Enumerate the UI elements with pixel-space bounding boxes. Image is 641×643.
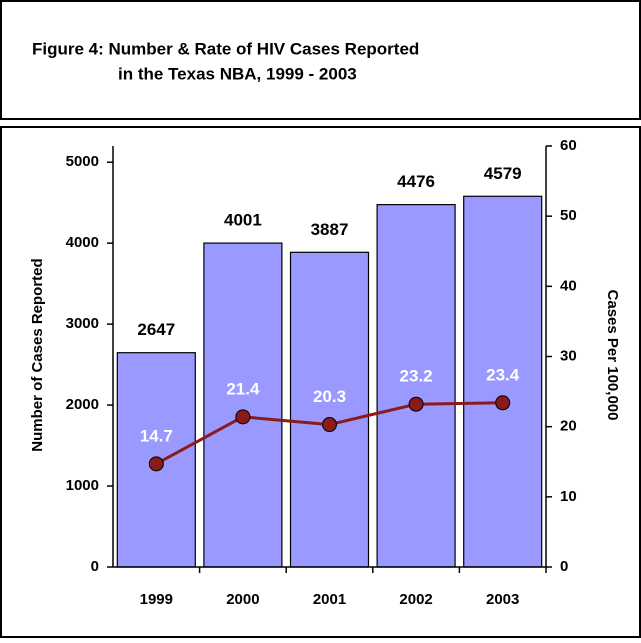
bar — [463, 195, 543, 568]
y-tick-label: 2000 — [66, 396, 99, 413]
bar — [116, 352, 196, 568]
line-marker — [408, 396, 424, 412]
y2-tick-label: 0 — [560, 558, 568, 575]
chart-title: in the Texas NBA, 1999 - 2003 — [118, 64, 357, 83]
bar — [376, 204, 456, 568]
y2-axis-label: Cases Per 100,000 — [604, 290, 621, 421]
bar-value-label: 2647 — [137, 320, 175, 339]
y-tick-label: 1000 — [66, 477, 99, 494]
line-value-label: 23.2 — [400, 367, 433, 386]
line-value-label: 20.3 — [313, 387, 346, 406]
line-value-label: 21.4 — [226, 379, 260, 398]
y2-tick-label: 50 — [560, 207, 577, 224]
bar-value-label: 4476 — [397, 172, 435, 191]
line-marker — [495, 395, 511, 411]
bar-value-label: 4001 — [224, 211, 262, 230]
line-marker — [148, 456, 164, 472]
y-tick-label: 3000 — [66, 315, 99, 332]
x-tick-label: 2003 — [486, 591, 519, 608]
bar-value-label: 3887 — [311, 220, 349, 239]
y2-tick-label: 30 — [560, 347, 577, 364]
x-tick-label: 2000 — [226, 591, 259, 608]
y2-tick-label: 60 — [560, 137, 577, 154]
bar-value-label: 4579 — [484, 164, 522, 183]
bar — [289, 251, 370, 568]
y2-tick-label: 20 — [560, 418, 577, 435]
chart-box — [0, 126, 641, 638]
y2-tick-label: 10 — [560, 488, 577, 505]
bar — [203, 242, 283, 568]
y-tick-label: 4000 — [66, 234, 99, 251]
y-tick-label: 5000 — [66, 153, 99, 170]
header-box — [0, 0, 641, 120]
line-value-label: 14.7 — [140, 426, 173, 445]
x-tick-label: 2002 — [399, 591, 432, 608]
line-value-label: 23.4 — [486, 365, 520, 384]
line-marker — [235, 409, 251, 425]
x-tick-label: 2001 — [313, 591, 346, 608]
y-axis-label: Number of Cases Reported — [29, 258, 46, 451]
x-tick-label: 1999 — [140, 591, 173, 608]
chart-title: Figure 4: Number & Rate of HIV Cases Rep… — [32, 39, 419, 58]
y-tick-label: 0 — [91, 558, 99, 575]
y2-tick-label: 40 — [560, 277, 577, 294]
line-marker — [322, 417, 337, 433]
